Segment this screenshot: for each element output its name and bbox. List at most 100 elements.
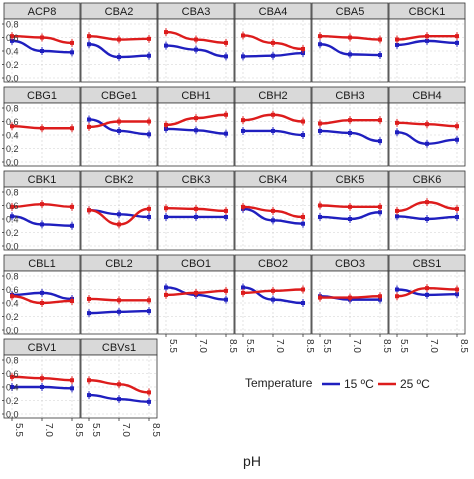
facet-cbv1: CBV1 5.5 7.0 8.5 <box>2 338 84 437</box>
facet-title: CBV1 <box>28 342 57 354</box>
y-tick-label: 0.4 <box>6 383 19 393</box>
x-tick-label: 5.5 <box>398 339 409 353</box>
y-tick-label: 0.0 <box>6 326 19 336</box>
y-tick-label: 0.8 <box>6 272 19 282</box>
y-tick-label: 0.6 <box>6 369 19 379</box>
facet-title: CBO2 <box>258 258 288 270</box>
facet-title: CBL1 <box>28 258 56 270</box>
facet-acp8: ACP8 <box>2 2 81 83</box>
facet-title: CBA5 <box>336 6 365 18</box>
facet-panels: ACP8 CBA2 CBA3 CBA4 CBA5 CBCK1 CBG1 CBGe1 CBH1 CB… <box>2 2 469 437</box>
facet-title: CBO1 <box>181 258 211 270</box>
facet-title: CBA2 <box>105 6 134 18</box>
facet-cbl1: CBL1 <box>2 254 81 335</box>
legend-label-25c: 25 ºC <box>400 377 430 391</box>
facet-title: CBK2 <box>105 174 134 186</box>
y-tick-label: 0.6 <box>6 117 19 127</box>
y-tick-label: 0.8 <box>6 188 19 198</box>
x-tick-label: 8.5 <box>458 339 469 353</box>
y-tick-label: 0.4 <box>6 131 19 141</box>
facet-cbo3: CBO3 5.5 7.0 8.5 <box>311 254 392 353</box>
y-tick-label: 0.2 <box>6 60 19 70</box>
facet-cba2: CBA2 <box>80 2 158 83</box>
facet-cba4: CBA4 <box>234 2 312 83</box>
y-tick-label: 0.0 <box>6 74 19 84</box>
facet-title: CBGe1 <box>101 90 137 102</box>
facet-title: CBK4 <box>259 174 288 186</box>
y-tick-label: 0.8 <box>6 356 19 366</box>
facet-title: CBH4 <box>412 90 441 102</box>
x-tick-label: 7.0 <box>428 339 439 353</box>
x-tick-label: 5.5 <box>321 339 332 353</box>
facet-cbk5: CBK5 <box>311 170 389 251</box>
facet-cbg1: CBG1 <box>2 86 81 167</box>
facet-title: CBL2 <box>105 258 133 270</box>
x-tick-label: 7.0 <box>120 423 131 437</box>
y-tick-label: 0.4 <box>6 47 19 57</box>
x-tick-label: 7.0 <box>197 339 208 353</box>
facet-title: CBK1 <box>28 174 57 186</box>
facet-cbk6: CBK6 <box>388 170 466 251</box>
facet-cbh2: CBH2 <box>234 86 312 167</box>
facet-title: CBA3 <box>182 6 211 18</box>
y-tick-label: 0.2 <box>6 228 19 238</box>
y-tick-label: 0.0 <box>6 242 19 252</box>
x-tick-label: 7.0 <box>351 339 362 353</box>
facet-title: CBG1 <box>27 90 57 102</box>
facet-title: CBS1 <box>413 258 442 270</box>
facet-cba5: CBA5 <box>311 2 389 83</box>
y-tick-label: 0.0 <box>6 410 19 420</box>
facet-cbck1: CBCK1 <box>388 2 466 83</box>
x-axis-title: pH <box>243 453 261 469</box>
facet-title: CBK5 <box>336 174 365 186</box>
legend: Temperature 15 ºC 25 ºC <box>245 376 430 391</box>
facet-cbk1: CBK1 <box>2 170 81 251</box>
y-tick-label: 0.6 <box>6 285 19 295</box>
facet-cbs1: CBS1 5.5 7.0 8.5 <box>388 254 469 353</box>
facet-cbh3: CBH3 <box>311 86 389 167</box>
x-tick-label: 5.5 <box>13 423 24 437</box>
y-tick-label: 0.2 <box>6 312 19 322</box>
y-tick-label: 0.6 <box>6 33 19 43</box>
y-tick-label: 0.2 <box>6 396 19 406</box>
x-tick-label: 5.5 <box>244 339 255 353</box>
legend-label-15c: 15 ºC <box>344 377 374 391</box>
y-tick-label: 0.2 <box>6 144 19 154</box>
facet-title: ACP8 <box>28 6 57 18</box>
facet-cbh1: CBH1 <box>157 86 235 167</box>
facet-cbge1: CBGe1 <box>80 86 158 167</box>
y-tick-label: 0.4 <box>6 299 19 309</box>
facet-cbh4: CBH4 <box>388 86 466 167</box>
x-tick-label: 8.5 <box>227 339 238 353</box>
facet-title: CBH2 <box>258 90 287 102</box>
facet-title: CBVs1 <box>102 342 136 354</box>
x-tick-label: 8.5 <box>381 339 392 353</box>
y-tick-label: 0.6 <box>6 201 19 211</box>
facet-cbvs1: CBVs1 5.5 7.0 8.5 <box>80 338 161 437</box>
facet-cbk4: CBK4 <box>234 170 312 251</box>
facet-title: CBCK1 <box>409 6 446 18</box>
x-tick-label: 8.5 <box>150 423 161 437</box>
facet-cbo1: CBO1 5.5 7.0 8.5 <box>157 254 238 353</box>
facet-title: CBH3 <box>335 90 364 102</box>
facet-cbk3: CBK3 <box>157 170 235 251</box>
y-tick-label: 0.0 <box>6 158 19 168</box>
facet-cbo2: CBO2 5.5 7.0 8.5 <box>234 254 315 353</box>
facet-cba3: CBA3 <box>157 2 235 83</box>
y-tick-label: 0.4 <box>6 215 19 225</box>
facet-title: CBK3 <box>182 174 211 186</box>
y-tick-label: 0.8 <box>6 20 19 30</box>
x-tick-label: 8.5 <box>304 339 315 353</box>
facet-title: CBK6 <box>413 174 442 186</box>
facet-title: CBH1 <box>181 90 210 102</box>
x-tick-label: 5.5 <box>167 339 178 353</box>
x-tick-label: 8.5 <box>73 423 84 437</box>
facet-title: CBA4 <box>259 6 288 18</box>
facet-title: CBO3 <box>335 258 365 270</box>
x-tick-label: 5.5 <box>90 423 101 437</box>
facet-cbk2: CBK2 <box>80 170 158 251</box>
legend-title: Temperature <box>245 376 313 390</box>
x-tick-label: 7.0 <box>274 339 285 353</box>
x-tick-label: 7.0 <box>43 423 54 437</box>
